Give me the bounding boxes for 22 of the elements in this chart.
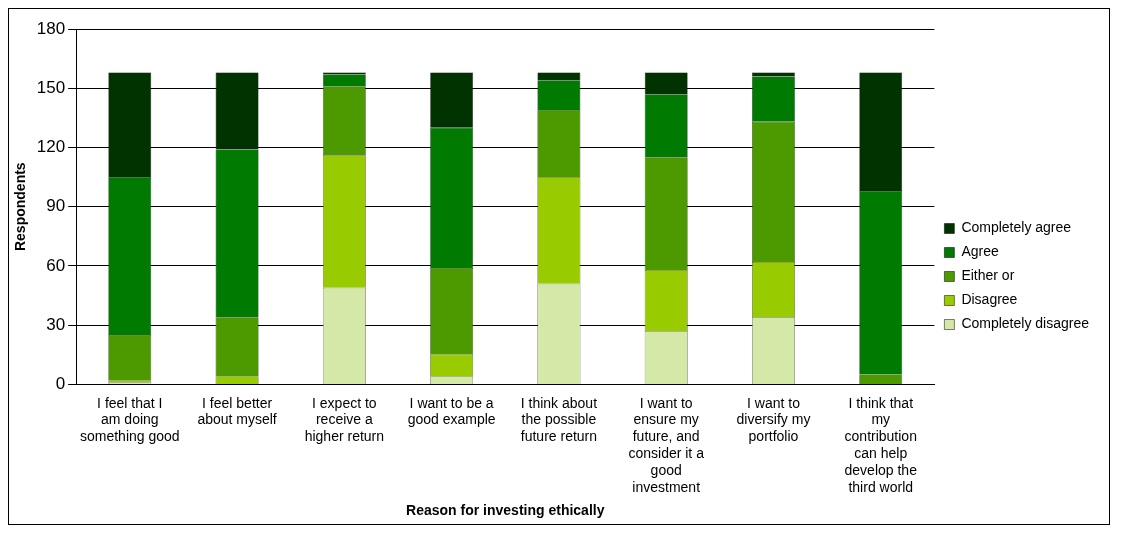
legend-label: Disagree <box>961 291 1018 308</box>
y-tick-label: 120 <box>36 137 66 157</box>
y-tick-label: 0 <box>55 374 66 394</box>
x-tick-label: I expect to receive a higher return <box>304 394 385 445</box>
x-tick-label: I want to be a good example <box>407 394 496 428</box>
legend-label: Completely agree <box>961 219 1072 236</box>
x-tick-label: I think that my contribution can help develop the third world <box>844 394 918 495</box>
y-axis-title: Respondents <box>12 162 29 252</box>
legend-label: Agree <box>961 243 999 260</box>
y-tick-label: 90 <box>46 196 66 216</box>
y-tick-label: 180 <box>36 18 66 38</box>
legend-label: Either or <box>961 267 1015 284</box>
y-tick-label: 150 <box>36 77 66 97</box>
legend-label: Completely disagree <box>961 315 1090 332</box>
x-tick-label: I feel that I am doing something good <box>79 394 180 445</box>
y-tick-label: 30 <box>46 314 66 334</box>
x-tick-label: I want to ensure my future, and consider it a good investment <box>628 394 705 495</box>
y-tick-label: 60 <box>46 255 66 275</box>
x-tick-label: I want to diversify my portfolio <box>736 394 811 445</box>
x-tick-label: I think about the possible future return <box>520 394 598 445</box>
x-axis-title: Reason for investing ethically <box>406 502 605 519</box>
x-tick-label: I feel better about myself <box>197 394 277 428</box>
